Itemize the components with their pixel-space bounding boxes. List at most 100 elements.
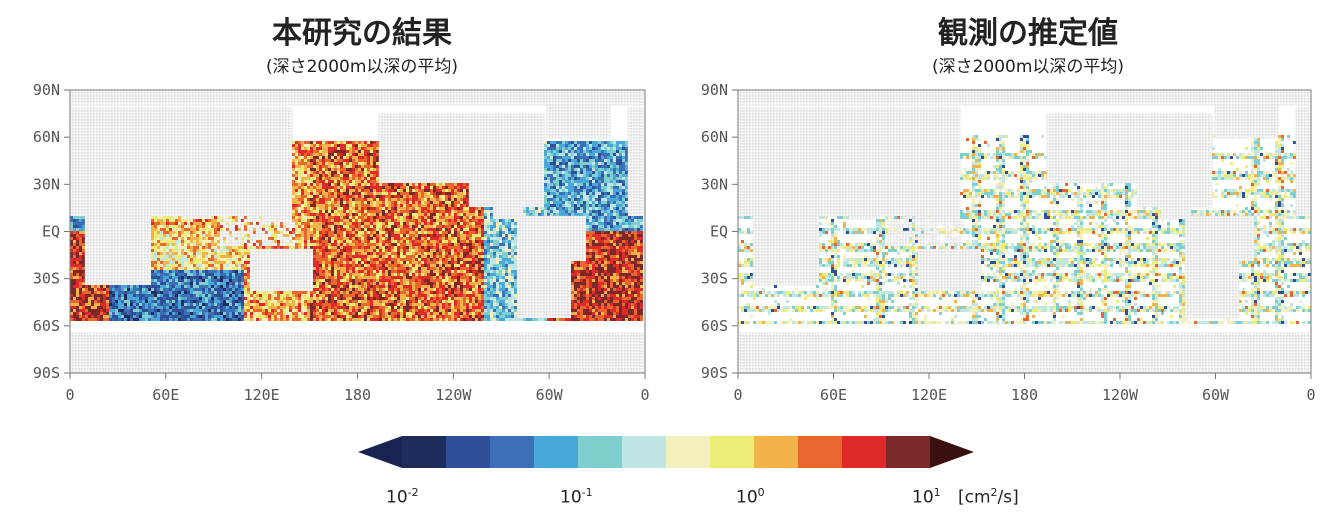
land-cell: [450, 131, 455, 136]
land-cell: [198, 95, 203, 100]
land-cell: [606, 92, 611, 97]
land-cell: [282, 149, 287, 154]
land-cell: [270, 140, 275, 145]
data-cell: [547, 165, 550, 168]
land-cell: [435, 158, 440, 163]
land-cell: [231, 101, 236, 106]
land-cell: [276, 116, 281, 121]
land-cell: [522, 164, 527, 169]
land-cell: [132, 131, 137, 136]
land-cell: [288, 113, 293, 118]
land-cell: [525, 146, 530, 151]
land-cell: [273, 113, 278, 118]
land-cell: [222, 167, 227, 172]
land-cell: [240, 158, 245, 163]
land-cell: [462, 119, 467, 124]
land-cell: [186, 176, 191, 181]
data-cell: [565, 165, 568, 168]
land-cell: [174, 176, 179, 181]
land-cell: [396, 119, 401, 124]
data-cell: [298, 156, 301, 159]
land-cell: [378, 92, 383, 97]
land-cell: [249, 113, 254, 118]
land-cell: [498, 134, 503, 139]
land-cell: [459, 92, 464, 97]
land-cell: [270, 122, 275, 127]
land-cell: [390, 116, 395, 121]
land-cell: [417, 125, 422, 130]
land-cell: [261, 176, 266, 181]
land-cell: [381, 143, 386, 148]
land-cell: [567, 131, 572, 136]
land-cell: [537, 128, 542, 133]
land-cell: [411, 140, 416, 145]
land-cell: [165, 149, 170, 154]
data-cell: [613, 171, 616, 174]
land-cell: [480, 131, 485, 136]
land-cell: [528, 95, 533, 100]
land-cell: [141, 140, 146, 145]
land-cell: [228, 125, 233, 130]
data-cell: [556, 171, 559, 174]
land-cell: [411, 146, 416, 151]
land-cell: [588, 131, 593, 136]
land-cell: [231, 149, 236, 154]
land-cell: [78, 176, 83, 181]
land-cell: [186, 137, 191, 142]
land-cell: [105, 158, 110, 163]
land-cell: [483, 134, 488, 139]
land-cell: [249, 164, 254, 169]
land-cell: [462, 98, 467, 103]
land-cell: [438, 176, 443, 181]
land-cell: [495, 128, 500, 133]
land-cell: [495, 98, 500, 103]
data-cell: [370, 168, 373, 171]
land-cell: [264, 164, 269, 169]
land-cell: [519, 131, 524, 136]
land-cell: [498, 116, 503, 121]
land-cell: [222, 176, 227, 181]
land-cell: [636, 92, 641, 97]
data-cell: [622, 168, 625, 171]
land-cell: [573, 98, 578, 103]
data-cell: [571, 144, 574, 147]
land-cell: [534, 134, 539, 139]
land-cell: [399, 143, 404, 148]
land-cell: [504, 173, 509, 178]
land-cell: [174, 125, 179, 130]
land-cell: [240, 110, 245, 115]
land-cell: [201, 134, 206, 139]
land-cell: [423, 146, 428, 151]
land-cell: [120, 173, 125, 178]
land-cell: [153, 131, 158, 136]
land-cell: [252, 128, 257, 133]
land-cell: [165, 134, 170, 139]
land-cell: [210, 167, 215, 172]
land-cell: [99, 125, 104, 130]
land-cell: [87, 101, 92, 106]
land-cell: [243, 95, 248, 100]
land-cell: [177, 137, 182, 142]
land-cell: [630, 101, 635, 106]
land-cell: [75, 161, 80, 166]
land-cell: [273, 173, 278, 178]
land-cell: [180, 95, 185, 100]
land-cell: [441, 140, 446, 145]
land-cell: [141, 143, 146, 148]
land-cell: [402, 113, 407, 118]
land-cell: [630, 170, 635, 175]
land-cell: [198, 140, 203, 145]
data-cell: [295, 150, 298, 153]
land-cell: [459, 137, 464, 142]
data-cell: [622, 162, 625, 165]
land-cell: [126, 152, 131, 157]
land-cell: [135, 170, 140, 175]
land-cell: [129, 176, 134, 181]
land-cell: [567, 101, 572, 106]
data-cell: [307, 141, 310, 144]
land-cell: [129, 170, 134, 175]
land-cell: [402, 155, 407, 160]
land-cell: [504, 149, 509, 154]
data-cell: [550, 141, 553, 144]
land-cell: [249, 125, 254, 130]
